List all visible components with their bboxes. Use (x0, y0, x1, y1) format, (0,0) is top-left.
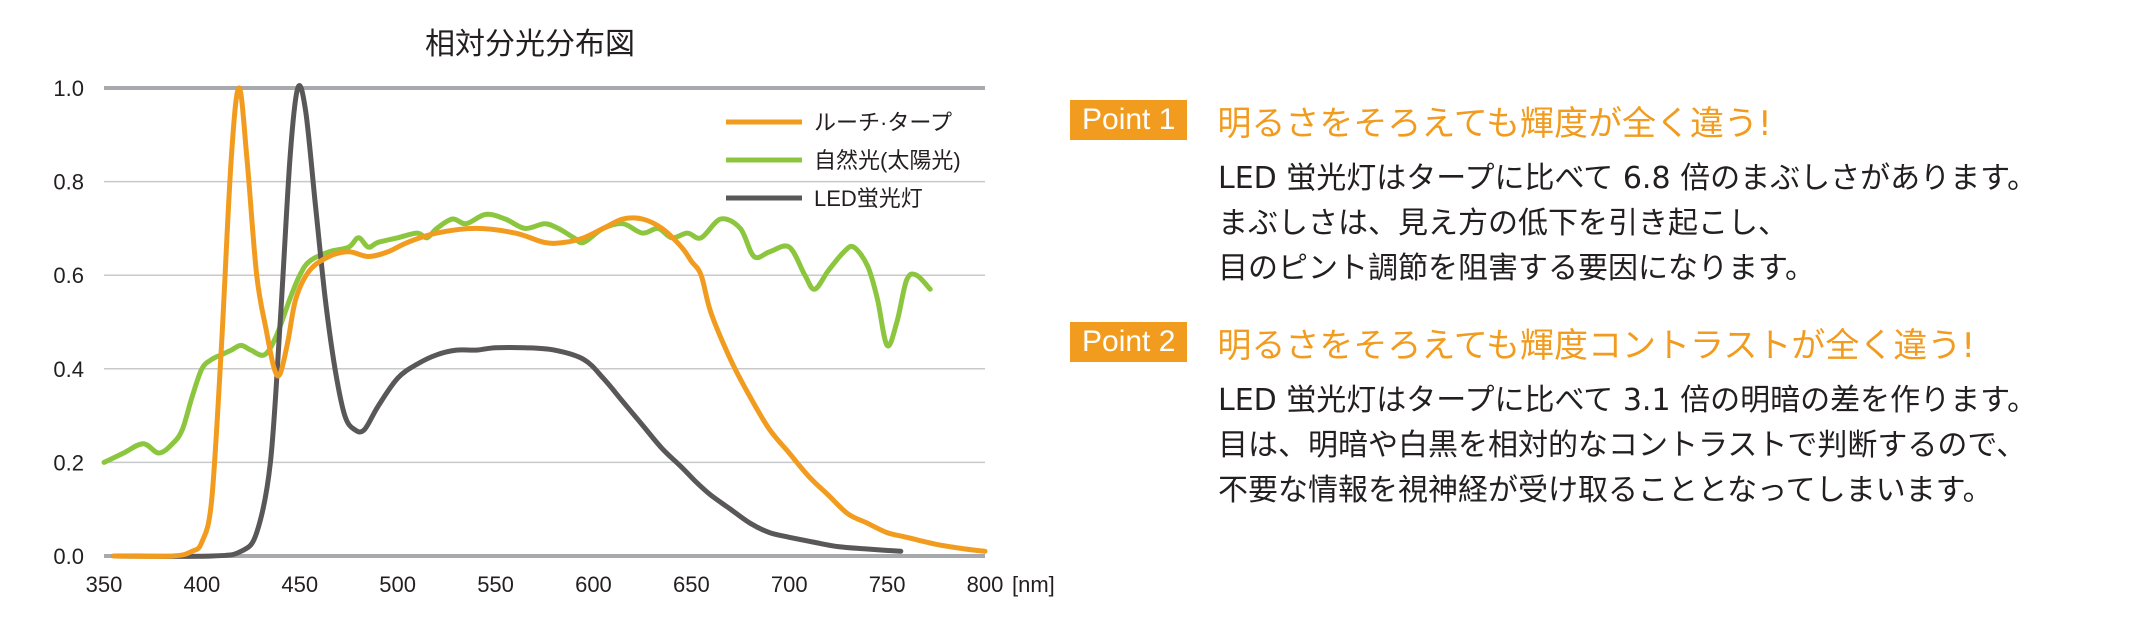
series-line-led (111, 83, 904, 559)
y-tick-label: 0.4 (53, 357, 84, 382)
x-unit-label: [nm] (1012, 572, 1055, 597)
point-2-line: 不要な情報を視神経が受け取ることとなってしまいます。 (1218, 473, 1993, 508)
x-tick-label: 400 (184, 572, 221, 597)
x-tick-label: 350 (86, 572, 123, 597)
y-tick-label: 0.0 (53, 544, 84, 569)
x-tick-labels: 350 400 450 500 550 600 650 700 750 800 [nm] (86, 572, 1055, 597)
x-tick-label: 450 (281, 572, 318, 597)
grid-lines (104, 86, 985, 558)
point-2-badge: Point 2 (1070, 322, 1188, 362)
spectral-distribution-chart: 相対分光分布図 0.0 0.2 0.4 0.6 0.8 1.0 350 400 450 500 5… (53, 28, 1055, 597)
x-tick-label: 750 (869, 572, 906, 597)
point-1: Point 1 明るさをそろえても輝度が全く違う! LED 蛍光灯はタープに比べ… (1070, 96, 2037, 291)
series-line-sunlight (101, 211, 933, 465)
x-tick-label: 700 (771, 572, 808, 597)
point-1-headline: 明るさをそろえても輝度が全く違う! (1217, 103, 1772, 144)
legend-label-tarp: ルーチ·タープ (814, 110, 952, 135)
point-1-line: まぶしさは、見え方の低下を引き起こし、 (1218, 206, 1788, 241)
point-1-line: LED 蛍光灯はタープに比べて 6.8 倍のまぶしさがあります。 (1218, 161, 2038, 196)
point-1-line: 目のピント調節を阻害する要因になります。 (1218, 251, 1815, 286)
y-tick-label: 0.8 (53, 170, 84, 195)
point-2-headline: 明るさをそろえても輝度コントラストが全く違う! (1217, 325, 1975, 366)
y-tick-label: 0.2 (53, 450, 84, 475)
point-2: Point 2 明るさをそろえても輝度コントラストが全く違う! LED 蛍光灯は… (1070, 318, 2037, 513)
legend-label-led: LED蛍光灯 (814, 186, 923, 211)
legend-label-sunlight: 自然光(太陽光) (814, 148, 961, 173)
series-lines (101, 83, 988, 559)
y-tick-labels: 0.0 0.2 0.4 0.6 0.8 1.0 (53, 76, 84, 569)
point-2-line: 目は、明暗や白黒を相対的なコントラストで判断するので、 (1218, 428, 2027, 463)
points-panel: Point 1 明るさをそろえても輝度が全く違う! LED 蛍光灯はタープに比べ… (1070, 0, 2133, 618)
x-tick-label: 650 (673, 572, 710, 597)
y-tick-label: 1.0 (53, 76, 84, 101)
point-1-badge: Point 1 (1070, 100, 1188, 140)
x-tick-label: 550 (477, 572, 514, 597)
series-line-tarp (111, 85, 988, 559)
chart-title: 相対分光分布図 (425, 28, 635, 61)
point-2-line: LED 蛍光灯はタープに比べて 3.1 倍の明暗の差を作ります。 (1218, 383, 2038, 418)
x-tick-label: 600 (575, 572, 612, 597)
y-tick-label: 0.6 (53, 263, 84, 288)
x-tick-label: 500 (379, 572, 416, 597)
x-tick-label: 800 (967, 572, 1004, 597)
